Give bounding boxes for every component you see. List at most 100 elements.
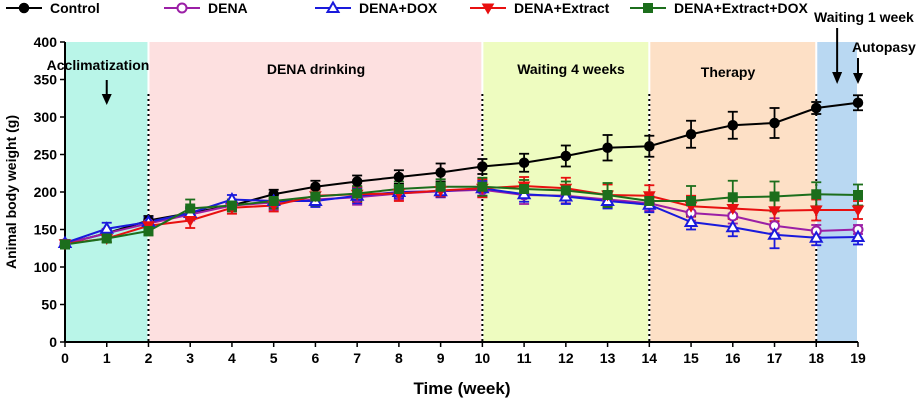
phase-label: Acclimatization	[47, 57, 150, 73]
data-point-dena-extract-dox	[226, 200, 237, 211]
x-tick-label: 12	[558, 350, 574, 366]
data-point-dena-extract-dox	[435, 181, 446, 192]
x-tick-label: 6	[312, 350, 320, 366]
phase-labels: Acclimatization DENA drinking Waiting 4 we…	[47, 57, 756, 105]
phase-band-4	[817, 42, 857, 342]
legend-item-dena-extract-dox: DENA+Extract+DOX	[630, 0, 808, 16]
legend-item-dena: DENA	[164, 0, 248, 16]
x-tick-label: 7	[353, 350, 361, 366]
y-tick-label: 250	[34, 147, 58, 163]
legend-marker	[176, 2, 188, 14]
y-tick-label: 200	[34, 184, 58, 200]
x-tick-label: 9	[437, 350, 445, 366]
phase-label: DENA drinking	[267, 61, 365, 77]
x-tick-label: 3	[186, 350, 194, 366]
series-line-dena-extract-dox	[64, 185, 859, 246]
data-point-control	[644, 141, 655, 152]
x-tick-label: 13	[600, 350, 616, 366]
x-tick-label: 10	[475, 350, 491, 366]
y-axis-label: Animal body weight (g)	[3, 115, 19, 269]
data-point-dena-extract-dox	[101, 233, 112, 244]
data-point-dena-extract-dox	[560, 185, 571, 196]
legend-label: DENA+DOX	[359, 0, 438, 16]
legend-label: DENA+Extract+DOX	[674, 0, 808, 16]
data-point-dena-extract-dox	[143, 226, 154, 236]
legend-item-dena-extract: DENA+Extract	[470, 0, 610, 16]
data-point-control	[477, 161, 488, 172]
arrowhead-icon	[101, 94, 112, 105]
data-point-control	[310, 181, 321, 192]
data-point-dena-extract-dox	[644, 196, 655, 206]
x-tick-label: 11	[517, 350, 532, 366]
x-tick-label: 1	[103, 350, 111, 366]
data-point-dena-extract-dox	[268, 196, 279, 206]
y-tick-label: 400	[34, 34, 58, 50]
data-point-dena-extract-dox	[352, 188, 363, 199]
x-axis-label: Time (week)	[413, 379, 510, 398]
data-point-control	[351, 176, 363, 187]
data-point-dena-extract	[768, 206, 781, 218]
data-point-dena-dox	[850, 229, 866, 242]
data-point-dena-extract	[726, 204, 740, 215]
y-tick-label: 150	[34, 222, 58, 238]
y-tick-label: 350	[34, 72, 58, 88]
x-tick-label: 5	[270, 350, 278, 366]
series-lines	[64, 101, 859, 246]
data-point-dena-dox	[767, 227, 782, 240]
data-point-dena-extract-dox	[393, 184, 404, 194]
phase-label: Waiting 4 weeks	[517, 61, 625, 77]
data-point-control	[852, 97, 864, 108]
data-point-control	[685, 129, 697, 140]
annotations: Waiting 1 week Autopasy	[814, 9, 916, 84]
data-point-control	[393, 171, 405, 183]
data-point-dena-extract-dox	[519, 184, 530, 194]
data-point-dena-extract-dox	[686, 196, 697, 206]
data-point-dena-dox	[99, 221, 114, 234]
legend-label: DENA+Extract	[514, 0, 610, 16]
legend-marker	[18, 2, 30, 14]
data-point-control	[518, 157, 530, 168]
data-point-control	[602, 142, 613, 153]
data-point-control	[811, 102, 822, 114]
legend-label: DENA	[208, 0, 248, 16]
legend-item-control: Control	[6, 0, 100, 16]
x-tick-label: 4	[228, 350, 236, 366]
x-tick-label: 8	[395, 350, 403, 366]
data-point-dena-dox	[683, 214, 699, 227]
x-tick-label: 0	[61, 350, 69, 366]
data-point-dena-extract-dox	[477, 181, 488, 192]
x-tick-label: 16	[725, 350, 741, 366]
legend-marker	[643, 3, 653, 13]
y-tick-label: 100	[34, 259, 58, 275]
x-tick-label: 2	[145, 350, 153, 366]
y-tick-label: 0	[49, 334, 57, 350]
legend-item-dena-dox: DENA+DOX	[315, 0, 438, 16]
series-line-dena-extract	[64, 184, 858, 245]
data-point-dena-extract	[183, 216, 197, 227]
data-point-dena-extract-dox	[602, 190, 613, 200]
data-point-dena-extract-dox	[811, 189, 822, 200]
phase-bands	[66, 42, 857, 342]
data-point-control	[560, 150, 572, 162]
y-tick-label: 50	[41, 297, 57, 313]
data-point-dena-extract-dox	[853, 190, 863, 200]
x-tick-label: 18	[808, 350, 824, 366]
phase-label: Therapy	[701, 64, 756, 80]
data-point-dena-extract-dox	[185, 203, 196, 214]
y-tick-label: 300	[34, 109, 58, 125]
data-point-dena-extract-dox	[727, 192, 738, 203]
annotation-waiting-1-week: Waiting 1 week	[814, 9, 914, 25]
data-point-dena-extract-dox	[60, 239, 70, 250]
x-tick-label: 19	[850, 350, 866, 366]
data-point-control	[435, 167, 446, 178]
data-point-dena-dox	[725, 219, 741, 233]
data-point-dena-dox	[558, 189, 574, 202]
data-point-control	[769, 117, 780, 129]
x-tick-label: 15	[683, 350, 699, 366]
data-point-dena-extract-dox	[310, 191, 321, 202]
data-point-dena-extract	[809, 205, 823, 217]
series-markers	[57, 97, 866, 251]
legend-label: Control	[50, 0, 100, 16]
